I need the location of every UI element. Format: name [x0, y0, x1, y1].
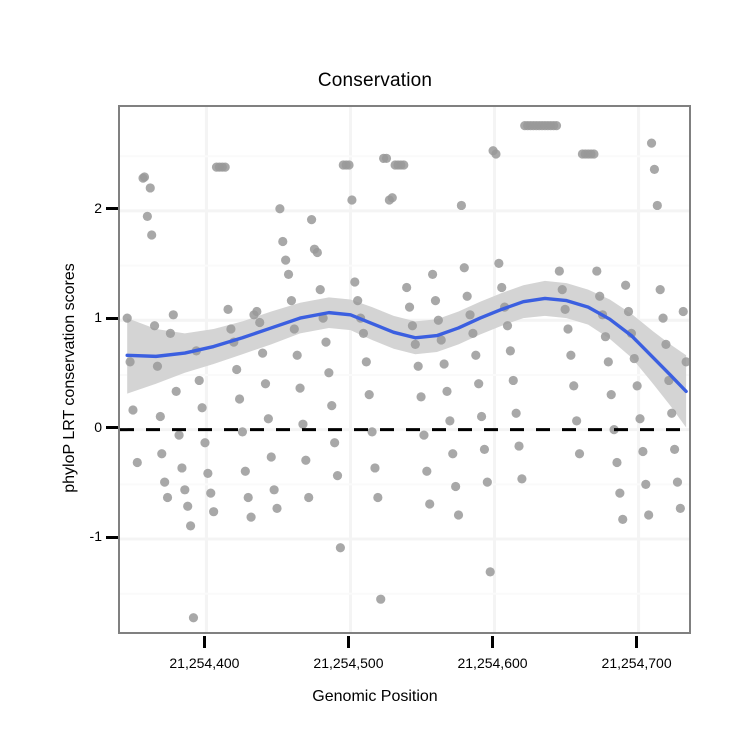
plot-svg — [120, 107, 689, 632]
scatter-points-group — [122, 120, 689, 623]
y-tick-label: 2 — [94, 199, 102, 216]
loess-smooth-line — [125, 296, 688, 394]
x-axis-title: Genomic Position — [312, 688, 438, 705]
x-tick-label: 21,254,700 — [601, 655, 672, 671]
y-axis-title: phyloP LRT conservation scores — [61, 263, 78, 493]
x-tick-label: 21,254,600 — [457, 655, 528, 671]
x-tick-mark — [635, 636, 639, 648]
chart-title: Conservation — [317, 70, 433, 91]
plot-panel — [118, 105, 691, 634]
gridlines-group — [120, 107, 689, 632]
x-tick-mark — [491, 636, 495, 648]
y-tick-mark — [106, 535, 118, 539]
x-tick-label: 21,254,400 — [169, 655, 240, 671]
x-tick-mark — [346, 636, 350, 648]
x-tick-mark — [202, 636, 206, 648]
confidence-ribbon — [127, 280, 687, 428]
x-tick-label: 21,254,500 — [313, 655, 384, 671]
y-tick-label: 0 — [94, 418, 102, 435]
y-tick-label: 1 — [94, 309, 102, 326]
y-tick-mark — [106, 207, 118, 211]
y-tick-mark — [106, 426, 118, 430]
y-tick-mark — [106, 316, 118, 320]
y-tick-label: -1 — [89, 528, 102, 545]
